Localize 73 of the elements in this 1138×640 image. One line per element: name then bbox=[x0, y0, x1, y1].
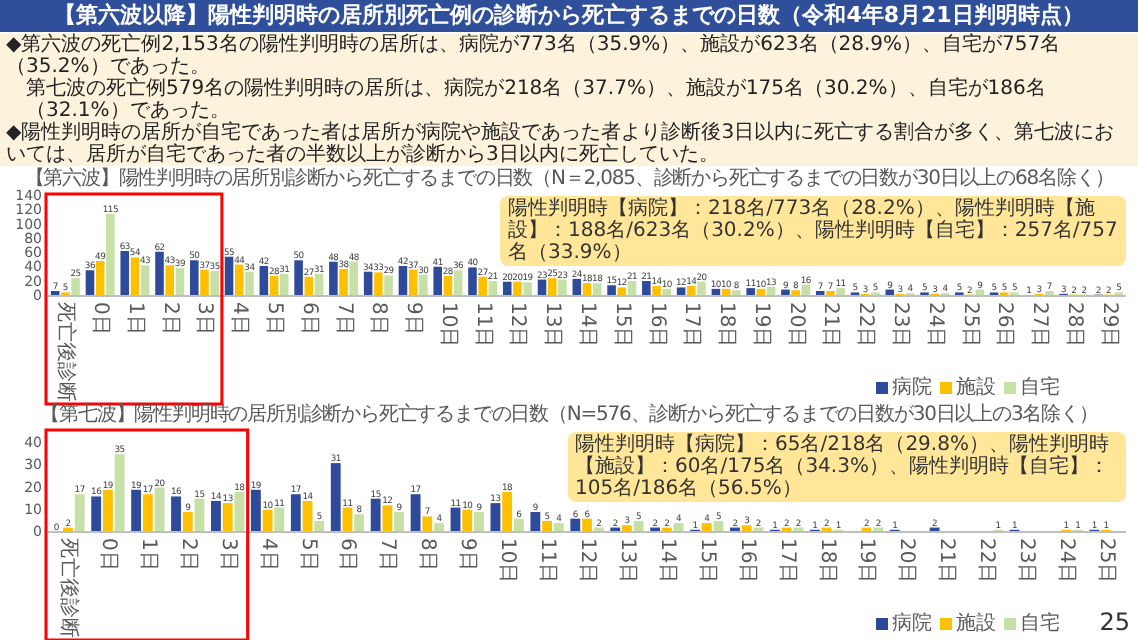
legend-label: 病院 bbox=[892, 611, 932, 635]
x-tick-label: 24日 bbox=[923, 302, 946, 348]
x-tick-label: 1日 bbox=[136, 538, 159, 571]
x-tick-label: 13日 bbox=[541, 302, 564, 348]
x-tick-label: 23日 bbox=[888, 302, 911, 348]
x-tick-label: 1日 bbox=[123, 302, 146, 335]
x-tick-label: 11日 bbox=[536, 538, 559, 584]
x-tick-label: 14日 bbox=[576, 302, 598, 348]
x-tick-label: 20日 bbox=[784, 302, 807, 348]
x-tick-label: 10日 bbox=[436, 302, 459, 348]
x-tick-label: 19日 bbox=[749, 302, 772, 348]
x-tick-label: 6日 bbox=[297, 302, 320, 335]
text: 25 bbox=[1099, 608, 1130, 636]
x-tick-label: 9日 bbox=[456, 538, 479, 571]
x-tick-label: 8日 bbox=[367, 302, 390, 335]
x-tick-label: 12日 bbox=[576, 538, 598, 584]
legend-label: 自宅 bbox=[1020, 375, 1060, 399]
x-tick-label: 8日 bbox=[416, 538, 439, 571]
x-tick-label: 2日 bbox=[176, 538, 199, 571]
x-tick-label: 28日 bbox=[1062, 302, 1085, 348]
x-tick-label: 10日 bbox=[496, 538, 519, 584]
x-tick-label: 20日 bbox=[895, 538, 918, 584]
x-tick-label: 24日 bbox=[1055, 538, 1078, 584]
x-tick-label: 18日 bbox=[815, 538, 838, 584]
x-tick-label: 6日 bbox=[336, 538, 359, 571]
x-tick-label: 7日 bbox=[332, 302, 355, 335]
x-tick-label: 19日 bbox=[855, 538, 878, 584]
x-tick-label: 18日 bbox=[715, 302, 738, 348]
x-tick-label: 5日 bbox=[263, 302, 286, 335]
x-tick-label: 17日 bbox=[680, 302, 703, 348]
x-tick-label: 9日 bbox=[402, 302, 425, 335]
x-tick-label: 3日 bbox=[193, 302, 216, 335]
annotation: 陽性判明時【病院】：218名/773名（28.2%）、陽性判明時【施設】：188名/623名（30.2%）、陽性判明時【自宅】：257名/757名（33.9%） bbox=[500, 196, 1126, 266]
x-tick-label: 13日 bbox=[615, 538, 638, 584]
x-tick-label: 16日 bbox=[645, 302, 668, 348]
text: ◆第六波の死亡例2,153名の陽性判明時の居所は、病院が773名（35.9%）、施設が623名（28.9%）、自宅が757名（35.2%）であった。 bbox=[6, 34, 1063, 78]
x-tick-label: 25日 bbox=[958, 302, 981, 348]
x-tick-label: 4日 bbox=[228, 302, 251, 335]
annotation: 陽性判明時【病院】：65名/218名（29.8%）、陽性判明時【施設】：60名/175名（34.3%）、陽性判明時【自宅】：105名/186名（56.5%） bbox=[567, 432, 1126, 502]
x-tick-label: 3日 bbox=[216, 538, 239, 571]
chart-title: 【第六波以降】陽性判明時の居所別死亡例の診断から死亡するまでの日数（令和4年8月21日判明時点） bbox=[0, 0, 1138, 32]
x-tick-label: 22日 bbox=[975, 538, 998, 584]
x-tick-label: 21日 bbox=[935, 538, 958, 584]
x-tick-label: 死亡後診断 bbox=[56, 538, 81, 638]
x-tick-label: 29日 bbox=[1097, 302, 1120, 348]
x-tick-label: 26日 bbox=[993, 302, 1016, 348]
text: ◆陽性判明時の居所が自宅であった者は居所が病院や施設であった者より診断後3日以内に死亡する割合が多く、第七波においては、居所が自宅であった者の半数以上が診断から3日以内に死亡していた。 bbox=[6, 122, 1117, 166]
legend-label: 病院 bbox=[892, 375, 932, 399]
x-tick-label: 23日 bbox=[1015, 538, 1038, 584]
x-tick-label: 14日 bbox=[655, 538, 678, 584]
text: 第七波の死亡例579名の陽性判明時の居所は、病院が218名（37.7%）、施設が175名（30.2%）、自宅が186名（32.1%）であった。 bbox=[24, 78, 1046, 122]
x-tick-label: 17日 bbox=[775, 538, 798, 584]
chart-subtitle: 【第六波】陽性判明時の居所別診断から死亡するまでの日数（N＝2,085、診断から死亡するまでの日数が30日以上の68名除く） bbox=[24, 168, 1116, 190]
legend-label: 施設 bbox=[956, 375, 996, 399]
x-tick-label: 2日 bbox=[158, 302, 181, 335]
x-tick-label: 死亡後診断 bbox=[54, 302, 79, 402]
x-tick-label: 5日 bbox=[296, 538, 319, 571]
x-tick-label: 15日 bbox=[695, 538, 718, 584]
x-tick-label: 0日 bbox=[96, 538, 119, 571]
x-tick-label: 27日 bbox=[1028, 302, 1051, 348]
legend-label: 自宅 bbox=[1020, 611, 1060, 635]
x-tick-label: 15日 bbox=[610, 302, 633, 348]
chart-subtitle: 【第七波】陽性判明時の居所別診断から死亡するまでの日数（N=576、診断から死亡するまでの日数が30日以上の3名除く） bbox=[38, 404, 1100, 428]
legend-label: 施設 bbox=[956, 611, 996, 635]
x-tick-label: 11日 bbox=[471, 302, 494, 348]
x-tick-label: 12日 bbox=[506, 302, 529, 348]
x-tick-label: 0日 bbox=[89, 302, 112, 335]
x-tick-label: 25日 bbox=[1095, 538, 1118, 584]
x-tick-label: 4日 bbox=[256, 538, 279, 571]
x-tick-label: 7日 bbox=[376, 538, 399, 571]
x-tick-label: 22日 bbox=[854, 302, 877, 348]
x-tick-label: 16日 bbox=[735, 538, 758, 584]
x-tick-label: 21日 bbox=[819, 302, 842, 348]
